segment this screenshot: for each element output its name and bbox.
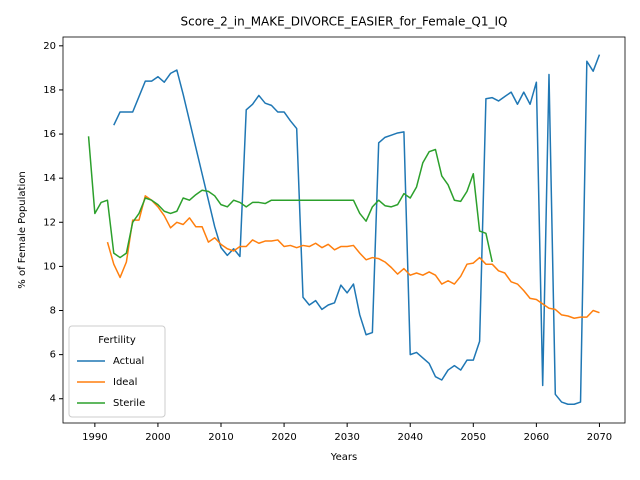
- x-tick-label: 2070: [587, 432, 612, 443]
- x-tick-label: 2030: [334, 432, 359, 443]
- y-tick-label: 18: [43, 85, 56, 96]
- x-tick-label: 1990: [82, 432, 107, 443]
- x-tick-label: 2020: [271, 432, 296, 443]
- y-tick-label: 10: [43, 261, 56, 272]
- legend-title: Fertility: [98, 335, 136, 346]
- y-tick-label: 12: [43, 217, 56, 228]
- x-tick-label: 2040: [398, 432, 423, 443]
- y-tick-label: 8: [50, 306, 56, 317]
- plot-frame: [62, 36, 626, 424]
- y-tick-label: 6: [50, 350, 56, 361]
- x-axis-label: Years: [330, 452, 357, 463]
- legend-label: Actual: [113, 356, 144, 367]
- legend-label: Sterile: [113, 398, 145, 409]
- line: [87, 136, 493, 263]
- y-tick-label: 20: [43, 41, 56, 52]
- chart-title: Score_2_in_MAKE_DIVORCE_EASIER_for_Femal…: [181, 15, 508, 29]
- y-tick-label: 4: [50, 394, 56, 405]
- y-axis-label: % of Female Population: [17, 171, 28, 288]
- x-tick-label: 2010: [208, 432, 233, 443]
- y-tick-label: 14: [43, 173, 56, 184]
- line: [113, 54, 601, 405]
- x-tick-label: 2050: [461, 432, 486, 443]
- x-tick-label: 2000: [145, 432, 170, 443]
- legend-box: [68, 325, 166, 418]
- legend-label: Ideal: [113, 377, 137, 388]
- x-tick-label: 2060: [524, 432, 549, 443]
- y-tick-label: 16: [43, 129, 56, 140]
- line: [106, 195, 600, 319]
